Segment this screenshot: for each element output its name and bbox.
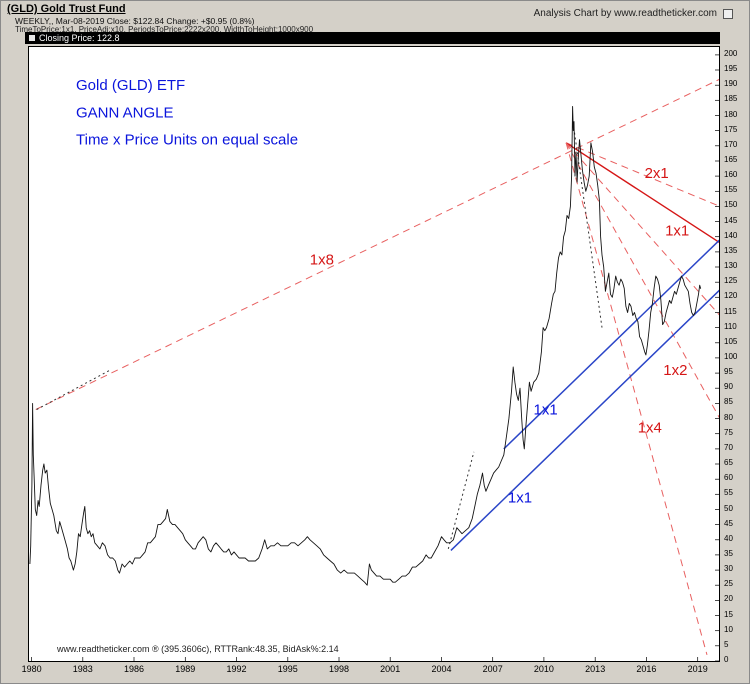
y-axis-label: 95 — [724, 367, 733, 377]
y-axis-label: 165 — [724, 155, 738, 164]
y-axis-label: 40 — [724, 533, 733, 543]
y-axis-label: 105 — [724, 336, 738, 346]
y-axis-label: 190 — [724, 79, 738, 89]
y-axis-label: 175 — [724, 124, 738, 134]
gann-line-mid — [565, 142, 719, 316]
x-axis-label: 1986 — [123, 664, 145, 674]
y-axis-label: 120 — [724, 291, 738, 301]
y-axis-label: 145 — [724, 215, 738, 225]
y-axis-label: 130 — [724, 261, 738, 270]
x-axis-label: 2004 — [431, 664, 452, 674]
x-axis: 1980 1983 1986 1989 1992 1995 1998 2001 2004 2007… — [22, 664, 721, 678]
y-axis-label: 195 — [724, 64, 738, 73]
y-axis-label: 185 — [724, 94, 738, 104]
price-line — [29, 105, 702, 586]
dotted-trend-1980 — [36, 369, 111, 410]
y-axis-label: 25 — [724, 579, 733, 589]
y-axis-label: 30 — [724, 564, 733, 574]
gann-line-1x2 — [565, 142, 719, 419]
annotation-1x4: 1x4 — [638, 420, 662, 437]
chart-parameters: TimeToPrice:1x1, PriceAdj:x10, PeriodsTo… — [15, 25, 314, 34]
y-axis-label: 160 — [724, 170, 738, 180]
annotation-time-x-price-units-on-equal-scale: Time x Price Units on equal scale — [76, 132, 298, 149]
annotation-gold-gld-etf: Gold (GLD) ETF — [76, 77, 185, 94]
y-axis-label: 75 — [724, 427, 733, 437]
y-axis-label: 15 — [724, 609, 733, 619]
x-axis-label: 2013 — [585, 664, 606, 674]
x-axis-label: 1980 — [21, 664, 42, 674]
gann-line-1x4 — [565, 142, 708, 656]
y-axis-label: 140 — [724, 230, 738, 240]
y-axis-label: 180 — [724, 109, 738, 119]
annotation-gann-angle: GANN ANGLE — [76, 105, 174, 122]
y-axis-label: 60 — [724, 473, 733, 483]
x-axis-label: 2001 — [380, 664, 401, 674]
y-axis-label: 170 — [724, 139, 738, 149]
y-axis-label: 150 — [724, 200, 738, 210]
y-axis-label: 5 — [724, 639, 729, 649]
y-axis-label: 55 — [724, 488, 733, 498]
gann-line-2x1 — [565, 142, 719, 207]
annotation-1x1: 1x1 — [665, 223, 689, 240]
price-chart: Gold (GLD) ETF GANN ANGLE Time x Price Uni… — [28, 46, 720, 662]
x-axis-label: 1998 — [328, 664, 350, 674]
y-axis-label: 155 — [724, 185, 738, 195]
y-axis-label: 70 — [724, 442, 733, 452]
x-axis-label: 2007 — [482, 664, 503, 674]
y-axis-label: 0 — [724, 655, 729, 664]
dotted-trend-2012 — [573, 127, 603, 328]
gann-line-1x1-red — [565, 142, 719, 244]
y-axis-label: 45 — [724, 518, 733, 528]
plot-svg: Gold (GLD) ETF GANN ANGLE Time x Price Uni… — [29, 54, 719, 661]
footer-watermark: www.readtheticker.com ® (395.3606c), RTT… — [57, 644, 339, 654]
price-legend-swatch-icon — [29, 35, 35, 41]
y-axis-label: 65 — [724, 458, 733, 467]
dotted-trend-2005 — [447, 451, 475, 550]
x-axis-label: 2010 — [533, 664, 554, 674]
closing-price-label: Closing Price: 122.8 — [39, 33, 120, 43]
chart-credit-icon — [723, 9, 733, 19]
y-axis-label: 80 — [724, 412, 733, 422]
y-axis-label: 110 — [724, 321, 737, 331]
annotation-1x8: 1x8 — [310, 251, 334, 268]
page-title: (GLD) Gold Trust Fund — [7, 3, 126, 15]
x-axis-label: 1983 — [72, 664, 93, 674]
gann-line-1x8 — [35, 78, 719, 410]
annotation-1x1: 1x1 — [508, 489, 532, 506]
annotation-1x1: 1x1 — [534, 402, 558, 419]
y-axis-label: 35 — [724, 548, 733, 558]
y-axis-label: 135 — [724, 245, 738, 255]
y-axis: 0 5 10 15 20 25 30 35 40 45 50 55 60 65 70 75 80 85 90 95 10… — [724, 46, 750, 668]
x-axis-label: 2019 — [687, 664, 708, 674]
y-axis-label: 200 — [724, 48, 738, 58]
y-axis-label: 10 — [724, 624, 733, 634]
x-axis-label: 2016 — [636, 664, 657, 674]
annotation-2x1: 2x1 — [645, 165, 669, 182]
annotation-1x2: 1x2 — [663, 362, 687, 379]
gann-line-1x1-blue-upper — [503, 239, 719, 450]
x-axis-label: 1992 — [226, 664, 247, 674]
y-axis-label: 50 — [724, 503, 733, 513]
analysis-credit: Analysis Chart by www.readtheticker.com — [533, 8, 717, 19]
closing-price-bar: Closing Price: 122.8 — [25, 32, 720, 44]
y-axis-label: 115 — [724, 306, 737, 316]
y-axis-label: 85 — [724, 397, 733, 407]
y-axis-label: 100 — [724, 351, 738, 361]
quote-summary: WEEKLY,, Mar-08-2019 Close: $122.84 Chan… — [15, 16, 255, 26]
x-axis-label: 1995 — [277, 664, 298, 674]
y-axis-label: 20 — [724, 594, 733, 604]
y-axis-label: 90 — [724, 382, 733, 392]
gann-line-1x1-blue-lower — [450, 289, 719, 551]
x-axis-label: 1989 — [175, 664, 196, 674]
y-axis-label: 125 — [724, 276, 738, 286]
